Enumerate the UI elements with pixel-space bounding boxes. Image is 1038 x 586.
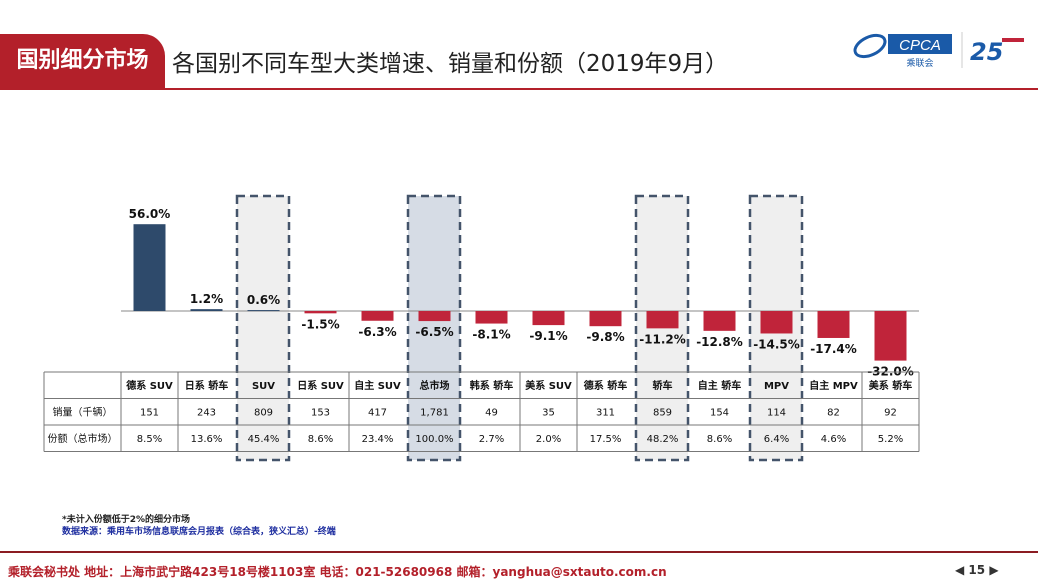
email-link[interactable]: yanghua@sxtauto.com.cn — [492, 565, 667, 579]
data-label: -9.8% — [586, 330, 624, 344]
next-page-icon[interactable]: ▶ — [989, 563, 999, 577]
category-label: 自主 MPV — [809, 379, 858, 392]
data-label: 1.2% — [190, 292, 223, 306]
bar — [304, 311, 337, 314]
category-label: 自主 SUV — [354, 379, 401, 392]
svg-text:乘联会: 乘联会 — [906, 57, 933, 69]
category-label: MPV — [764, 381, 789, 392]
table-cell: 82 — [827, 408, 840, 419]
data-source: 数据来源：乘用车市场信息联席会月报表（综合表，狭义汇总）-终端 — [62, 527, 336, 537]
table-cell: 13.6% — [191, 434, 223, 445]
data-label: 56.0% — [129, 207, 171, 221]
table-cell: 243 — [197, 408, 216, 419]
bar — [874, 311, 907, 361]
table-cell: 92 — [884, 408, 897, 419]
table-cell: 8.5% — [137, 434, 162, 445]
category-label: 韩系 轿车 — [470, 379, 513, 392]
row-label: 销量（千辆） — [53, 406, 113, 419]
bar — [760, 311, 793, 334]
footnote: *未计入份额低于2%的细分市场 — [62, 515, 190, 525]
highlight-box — [406, 194, 462, 462]
page-number: 15 — [968, 563, 986, 577]
table-cell: 1,781 — [420, 408, 449, 419]
table-cell: 417 — [368, 408, 387, 419]
table-cell: 114 — [767, 408, 786, 419]
row-label: 份额（总市场） — [48, 432, 118, 445]
bar — [703, 311, 736, 331]
category-label: 德系 轿车 — [583, 379, 627, 392]
data-label: -8.1% — [472, 328, 510, 342]
data-label: -6.3% — [358, 325, 396, 339]
footer-address: 乘联会秘书处 地址：上海市武宁路423号18号楼1103室 电话：021-526… — [8, 565, 493, 579]
data-label: -1.5% — [301, 317, 339, 331]
table-cell: 151 — [140, 408, 159, 419]
table-cell: 2.7% — [479, 434, 504, 445]
cpca-logo: CPCA 乘联会 25 — [853, 32, 1024, 69]
category-label: SUV — [252, 381, 275, 392]
table-cell: 153 — [311, 408, 330, 419]
table-cell: 45.4% — [248, 434, 280, 445]
table-cell: 154 — [710, 408, 729, 419]
table-cell: 8.6% — [308, 434, 333, 445]
table-cell: 8.6% — [707, 434, 732, 445]
bar — [646, 311, 679, 329]
pager: ◀ 15 ▶ — [955, 563, 999, 577]
category-label: 美系 SUV — [525, 379, 572, 392]
table-cell: 48.2% — [647, 434, 679, 445]
data-label: -11.2% — [639, 332, 686, 346]
table-cell: 5.2% — [878, 434, 903, 445]
page-title: 各国别不同车型大类增速、销量和份额（2019年9月） — [172, 51, 729, 77]
category-label: 德系 SUV — [125, 379, 173, 392]
bar — [817, 311, 850, 338]
section-tag: 国别细分市场 — [0, 34, 165, 88]
table-cell: 859 — [653, 408, 672, 419]
bar — [190, 309, 223, 311]
table-cell: 100.0% — [415, 434, 453, 445]
table-cell: 49 — [485, 408, 498, 419]
bar — [589, 311, 622, 327]
data-label: -14.5% — [753, 337, 800, 351]
category-label: 日系 轿车 — [185, 379, 228, 392]
table-cell: 35 — [542, 408, 555, 419]
table-cell: 23.4% — [362, 434, 394, 445]
bar — [361, 311, 394, 321]
data-label: -9.1% — [529, 329, 567, 343]
bar — [532, 311, 565, 326]
data-label: -12.8% — [696, 335, 743, 349]
bar — [418, 311, 451, 322]
category-label: 轿车 — [653, 379, 673, 392]
table-cell: 4.6% — [821, 434, 846, 445]
footer-divider — [0, 551, 1038, 553]
category-label: 日系 SUV — [297, 379, 344, 392]
table-cell: 809 — [254, 408, 273, 419]
table-cell: 17.5% — [590, 434, 622, 445]
footer-contact: 乘联会秘书处 地址：上海市武宁路423号18号楼1103室 电话：021-526… — [8, 563, 667, 580]
data-label: -17.4% — [810, 342, 857, 356]
table-cell: 311 — [596, 408, 615, 419]
bar — [247, 310, 280, 312]
svg-text:CPCA: CPCA — [899, 37, 941, 54]
table-cell: 6.4% — [764, 434, 789, 445]
bar — [133, 224, 166, 311]
prev-page-icon[interactable]: ◀ — [955, 563, 965, 577]
data-label: -6.5% — [415, 325, 453, 339]
svg-text:25: 25 — [970, 38, 1003, 66]
data-label: 0.6% — [247, 293, 280, 307]
table-cell: 2.0% — [536, 434, 561, 445]
category-label: 自主 轿车 — [698, 379, 741, 392]
header-divider — [0, 88, 1038, 90]
category-label: 美系 轿车 — [869, 379, 912, 392]
growth-chart: 56.0% 1.2% 0.6% -1.5% -6.3% -6.5% -8.1% -9.1% -9… — [43, 194, 920, 462]
category-label: 总市场 — [420, 379, 450, 392]
highlight-box — [235, 194, 291, 462]
bar — [475, 311, 508, 324]
